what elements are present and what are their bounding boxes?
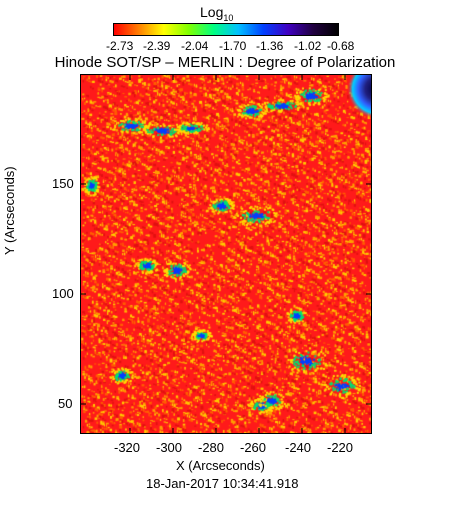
colorbar-tick-label: -0.68 [327, 39, 355, 53]
colorbar-tick-label: -2.04 [181, 39, 209, 53]
polarization-map-image [81, 75, 371, 433]
colorbar-tick-label: -1.70 [219, 39, 247, 53]
colorbar-tick-label: -2.73 [106, 39, 134, 53]
colorbar-title-text: Log [200, 4, 224, 20]
colorbar-title: Log10 [200, 4, 233, 23]
x-tick-label: -240 [285, 440, 312, 455]
x-tick-label: -320 [114, 440, 141, 455]
timestamp: 18-Jan-2017 10:34:41.918 [146, 476, 299, 491]
colorbar-tick-label: -2.39 [143, 39, 171, 53]
x-axis-label: X (Arcseconds) [176, 458, 265, 473]
colorbar [113, 23, 339, 36]
x-tick-label: -300 [156, 440, 183, 455]
plot-title: Hinode SOT/SP – MERLIN : Degree of Polar… [54, 54, 396, 71]
y-tick-label: 50 [58, 396, 73, 411]
x-tick-label: -280 [198, 440, 225, 455]
colorbar-tick-label: -1.36 [256, 39, 284, 53]
y-axis-label: Y (Arcseconds) [2, 166, 17, 255]
y-tick-label: 100 [52, 286, 74, 301]
colorbar-tick-label: -1.02 [294, 39, 322, 53]
y-tick-label: 150 [52, 176, 74, 191]
x-tick-label: -260 [240, 440, 267, 455]
polarization-map [80, 74, 372, 434]
colorbar-title-subscript: 10 [223, 12, 234, 23]
x-tick-label: -220 [327, 440, 354, 455]
